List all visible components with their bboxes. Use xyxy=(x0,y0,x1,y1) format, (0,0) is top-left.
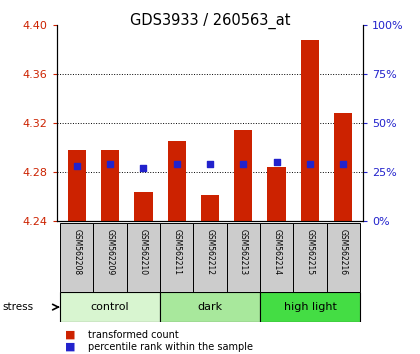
Point xyxy=(273,159,280,165)
Point xyxy=(140,165,147,171)
Text: percentile rank within the sample: percentile rank within the sample xyxy=(88,342,253,352)
Text: GSM562215: GSM562215 xyxy=(305,229,315,275)
Text: control: control xyxy=(91,302,129,312)
Bar xyxy=(327,223,360,292)
Text: high light: high light xyxy=(284,302,336,312)
Point xyxy=(240,161,247,167)
Text: ■: ■ xyxy=(65,330,76,339)
Bar xyxy=(127,223,160,292)
Bar xyxy=(193,223,227,292)
Text: GSM562210: GSM562210 xyxy=(139,229,148,275)
Text: transformed count: transformed count xyxy=(88,330,179,339)
Bar xyxy=(227,223,260,292)
Point xyxy=(107,161,113,167)
Text: GSM562211: GSM562211 xyxy=(172,229,181,275)
Bar xyxy=(60,223,93,292)
Text: GSM562214: GSM562214 xyxy=(272,229,281,275)
Bar xyxy=(101,150,119,221)
Bar xyxy=(334,113,352,221)
Text: GSM562213: GSM562213 xyxy=(239,229,248,275)
Text: GDS3933 / 260563_at: GDS3933 / 260563_at xyxy=(130,12,290,29)
Point xyxy=(207,161,213,167)
Bar xyxy=(293,223,327,292)
Bar xyxy=(60,292,160,322)
Point xyxy=(74,164,80,169)
Text: GSM562209: GSM562209 xyxy=(105,229,115,275)
Text: ■: ■ xyxy=(65,342,76,352)
Bar xyxy=(160,223,193,292)
Bar xyxy=(160,292,260,322)
Bar xyxy=(68,150,86,221)
Bar xyxy=(134,192,152,221)
Bar xyxy=(268,167,286,221)
Text: dark: dark xyxy=(197,302,223,312)
Bar xyxy=(201,195,219,221)
Bar xyxy=(168,142,186,221)
Point xyxy=(173,161,180,167)
Bar xyxy=(260,223,293,292)
Text: GSM562216: GSM562216 xyxy=(339,229,348,275)
Text: GSM562208: GSM562208 xyxy=(72,229,81,275)
Point xyxy=(307,161,313,167)
Bar xyxy=(234,130,252,221)
Text: GSM562212: GSM562212 xyxy=(205,229,215,275)
Bar xyxy=(93,223,127,292)
Bar xyxy=(301,40,319,221)
Text: stress: stress xyxy=(2,302,33,312)
Bar xyxy=(260,292,360,322)
Point xyxy=(340,161,346,167)
